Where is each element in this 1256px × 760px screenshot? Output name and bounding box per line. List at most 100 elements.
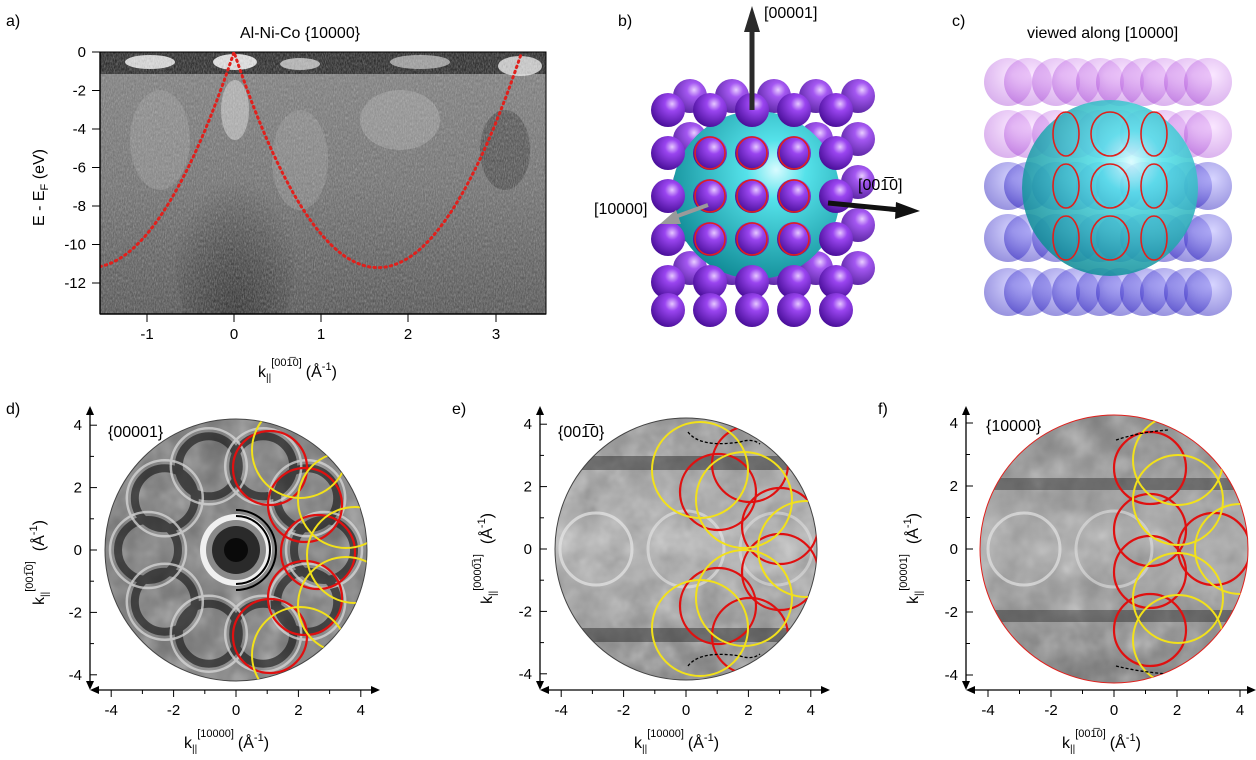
a-ytick-3: -6 [73,160,86,177]
atom-proj [1184,214,1232,262]
panel-e: e) {001̅0} [452,401,818,681]
bright-ring [169,427,249,506]
ytick-label: 2 [950,478,958,495]
intersection-ring [778,222,810,256]
a-xtick-2: 1 [317,326,325,343]
xtick-label: 4 [807,702,815,719]
intersection-ring [1052,111,1080,157]
axis-label-00001: [00001] [764,5,817,22]
fermi-map-f [980,415,1248,683]
intersection-ring [778,179,810,213]
panel-label-f: f) [878,401,888,418]
xtick-label: -4 [981,702,994,719]
atom-front [693,136,727,170]
dark-ring [130,464,199,533]
axis-label-00110: [001̅0] [858,176,902,194]
panel-d-xlabel: k||[10000](Å-1) [184,728,269,755]
xtick-label: 2 [744,702,752,719]
atom-front [819,136,853,170]
intersection-ring [736,222,768,256]
ytick-label: -4 [945,667,958,684]
atom-front [735,265,769,299]
a-xtick-1: 0 [230,326,238,343]
a-ytick-6: -12 [64,275,86,292]
atom-front [651,179,685,213]
ytick-label: 0 [74,542,82,559]
panel-d-ylabel: k||[001̅0](Å-1) [24,520,51,605]
bright-ring [125,562,205,641]
atom-front [777,293,811,327]
atom-front [651,136,685,170]
xtick-label: -4 [105,702,118,719]
a-ytick-4: -8 [73,198,86,215]
xtick-label: 0 [232,702,240,719]
xtick-label: 4 [357,702,365,719]
intersection-ring [1140,163,1168,209]
atom-front [777,222,811,256]
ytick-label: -2 [69,604,82,621]
fermi-sphere [1022,100,1198,276]
umklapp-circle [1132,552,1224,644]
umklapp-circle [651,421,749,519]
atom-front [693,265,727,299]
atom-front [819,222,853,256]
panel-f-plane: {10000} [986,418,1042,435]
lattice-3d [651,79,875,327]
fermi-circle [231,597,309,675]
panel-e-xlabel: k||[10000](Å-1) [634,728,719,755]
boundary-contour [687,431,761,445]
bright-ring [125,459,205,538]
boundary-contour [687,653,761,667]
ytick-label: -4 [69,667,82,684]
intersection-ring [1140,111,1168,157]
umklapp-circle [651,579,749,677]
intersection-ring [1090,111,1130,157]
intersection-ring [736,179,768,213]
xtick-label: 2 [1173,702,1181,719]
panel-label-b: b) [618,13,632,30]
atom-front [693,222,727,256]
atom-front [819,93,853,127]
xtick-label: 4 [1236,702,1244,719]
atom-front [819,265,853,299]
fermi-circle [1112,592,1188,668]
panel-a: a) Al-Ni-Co {10000} [6,13,547,384]
atom-front [651,293,685,327]
atom-front [735,222,769,256]
intersection-ring [1090,215,1130,261]
fermi-circle [740,532,817,612]
xtick-label: -2 [1044,702,1057,719]
panel-e-axes: -4 -4 -2 -2 0 0 2 2 4 4 k||[10000](Å-1) k||[0000̅1]… [472,406,830,755]
intersection-ring [1090,163,1130,209]
panel-c: c) viewed along [10000] [952,13,1232,316]
fermi-circle [266,466,344,544]
ytick-label: 2 [74,480,82,497]
panel-d-axes: -4 -4 -2 -2 0 0 2 2 4 4 k||[10000](Å-1) k||[001̅0](… [24,406,380,755]
atom-front [777,136,811,170]
atom-front [693,179,727,213]
ytick-label: -2 [945,604,958,621]
a-ytick-5: -10 [64,237,86,254]
panel-label-d: d) [6,401,20,418]
xtick-label: -4 [555,702,568,719]
ytick-label: -4 [519,666,532,683]
bright-ring [108,510,188,590]
intersection-ring [1052,215,1080,261]
ytick-label: 0 [524,541,532,558]
a-xtick-0: -1 [140,326,153,343]
intersection-ring [1140,215,1168,261]
intersection-ring [694,136,726,170]
xtick-label: 2 [294,702,302,719]
a-xtick-4: 3 [492,326,500,343]
atom-front [819,293,853,327]
a-ytick-1: -2 [73,83,86,100]
atom-front [777,265,811,299]
atom-front [693,93,727,127]
atom-front [651,222,685,256]
panel-d-plane: {00001} [108,424,164,441]
panel-d: d) {00001} [6,401,368,682]
panel-a-ylabel: E - EF (eV) [31,149,51,226]
panel-e-ylabel: k||[0000̅1](Å-1) [472,513,499,604]
xtick-label: -2 [617,702,630,719]
bright-ring [169,594,249,673]
